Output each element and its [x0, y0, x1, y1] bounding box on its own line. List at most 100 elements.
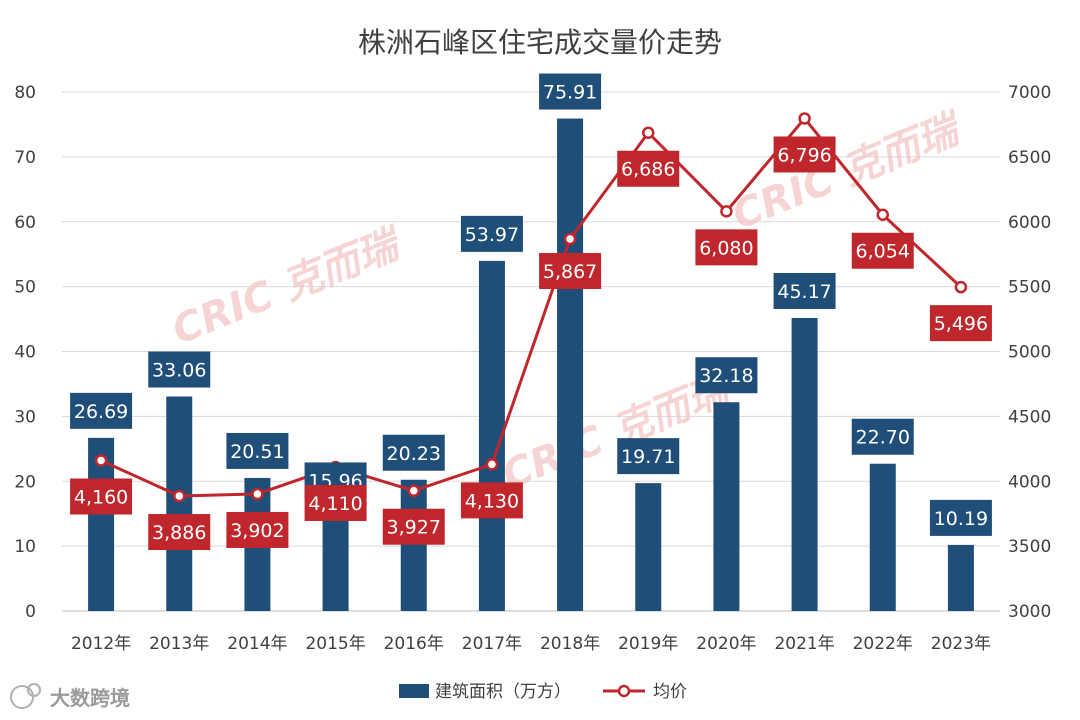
x-tick-label: 2021年 — [774, 634, 834, 654]
price-label: 6,054 — [856, 241, 910, 263]
legend-line-marker — [617, 684, 631, 698]
price-point — [720, 205, 733, 218]
bar-label-box — [226, 432, 289, 469]
data-labels: 26.6933.0620.5115.9620.2353.9775.9119.71… — [70, 73, 992, 551]
price-label-box — [382, 508, 445, 545]
bar-label-box — [148, 351, 211, 388]
y-left-tick-label: 20 — [14, 472, 36, 492]
price-label: 4,130 — [465, 490, 519, 512]
price-label: 6,686 — [621, 159, 675, 181]
price-point — [876, 208, 889, 221]
x-tick-label: 2022年 — [853, 634, 913, 654]
legend-bar-label: 建筑面积（万方） — [435, 682, 571, 702]
y-right-tick-label: 5000 — [1008, 343, 1051, 363]
bar-label: 75.91 — [543, 82, 597, 104]
y-left-tick-label: 80 — [14, 83, 36, 103]
bar-label: 45.17 — [777, 281, 831, 303]
bar — [322, 507, 349, 611]
x-tick-label: 2015年 — [305, 634, 365, 654]
price-label-box — [929, 305, 992, 342]
legend: 建筑面积（万方） 均价 — [399, 682, 687, 702]
y-right-tick-label: 3500 — [1008, 537, 1051, 557]
bar-label: 26.69 — [74, 401, 128, 423]
bar-label: 19.71 — [621, 446, 675, 468]
price-point — [954, 280, 968, 294]
bar-label-box — [382, 434, 445, 471]
x-tick-label: 2020年 — [696, 634, 756, 654]
source-text: 大数跨境 — [50, 686, 130, 710]
y-right-tick-label: 3000 — [1008, 602, 1051, 622]
x-tick-label: 2013年 — [149, 634, 209, 654]
y-left-tick-label: 0 — [25, 602, 36, 622]
price-label-box — [617, 150, 680, 187]
x-axis: 2012年 2013年 2014年 2015年 2016年 2017年 2018年 2019年… — [71, 634, 991, 654]
source-logo: 大数跨境 — [10, 683, 130, 710]
bar-label-box — [851, 418, 914, 455]
y-left-tick-label: 70 — [14, 148, 36, 168]
price-label: 3,902 — [230, 520, 284, 542]
price-label-box — [70, 478, 133, 515]
x-tick-label: 2014年 — [227, 634, 287, 654]
price-point — [642, 126, 655, 139]
y-left-tick-label: 60 — [14, 213, 36, 233]
bar — [635, 483, 662, 611]
bar-label-box — [539, 73, 602, 110]
line-series — [94, 112, 968, 503]
x-tick-label: 2023年 — [931, 634, 991, 654]
y-right-tick-label: 4000 — [1008, 472, 1051, 492]
bar — [947, 544, 974, 611]
price-label: 3,927 — [387, 517, 441, 539]
price-point — [173, 489, 186, 503]
bar-label: 20.23 — [387, 443, 441, 465]
y-axis-left: 0 10 20 30 40 50 60 70 80 — [14, 83, 36, 622]
chart-title: 株洲石峰区住宅成交量价走势 — [358, 26, 722, 59]
source-logo-icon-dot — [27, 683, 41, 697]
x-tick-label: 2012年 — [71, 634, 131, 654]
price-label: 6,796 — [777, 144, 831, 166]
price-label-box — [460, 482, 523, 519]
y-axis-right: 3000 3500 4000 4500 5000 5500 6000 6500 7000 — [1008, 83, 1051, 622]
bar-label: 32.18 — [699, 365, 753, 387]
price-label: 5,867 — [543, 261, 597, 283]
y-left-tick-label: 50 — [14, 278, 36, 298]
price-point — [251, 487, 264, 501]
bar — [400, 479, 427, 611]
source-logo-icon — [10, 685, 34, 709]
bar — [166, 396, 193, 611]
y-left-tick-label: 30 — [14, 407, 36, 427]
price-label: 4,110 — [308, 493, 362, 515]
y-right-tick-label: 4500 — [1008, 407, 1051, 427]
legend-line-label: 均价 — [653, 682, 687, 702]
price-label: 4,160 — [74, 486, 128, 508]
bar-label: 53.97 — [465, 224, 519, 246]
y-right-tick-label: 6500 — [1008, 148, 1051, 168]
bar-label: 22.70 — [856, 427, 910, 449]
price-label-box — [148, 514, 211, 551]
y-left-tick-label: 40 — [14, 343, 36, 363]
price-label: 5,496 — [934, 313, 988, 335]
bar — [713, 402, 740, 611]
x-tick-label: 2017年 — [462, 634, 522, 654]
bar-label: 10.19 — [934, 508, 988, 530]
bar-label-box — [695, 357, 758, 394]
bar-label-box — [773, 272, 836, 309]
y-right-tick-label: 7000 — [1008, 83, 1051, 103]
legend-bar-swatch — [399, 684, 429, 698]
bar-label-box — [460, 215, 523, 252]
bar — [791, 317, 818, 611]
price-label-box — [304, 484, 367, 521]
bar — [557, 118, 584, 611]
price-line — [100, 116, 962, 498]
price-point — [407, 484, 420, 497]
price-label-box — [226, 511, 289, 548]
y-left-tick-label: 10 — [14, 537, 36, 557]
y-right-tick-label: 5500 — [1008, 278, 1051, 298]
price-point — [563, 232, 577, 246]
price-point — [94, 454, 108, 467]
price-point — [798, 112, 811, 125]
y-right-tick-label: 6000 — [1008, 213, 1051, 233]
price-label-box — [773, 136, 836, 173]
price-label: 6,080 — [699, 237, 753, 259]
bar-label-box — [617, 438, 680, 475]
